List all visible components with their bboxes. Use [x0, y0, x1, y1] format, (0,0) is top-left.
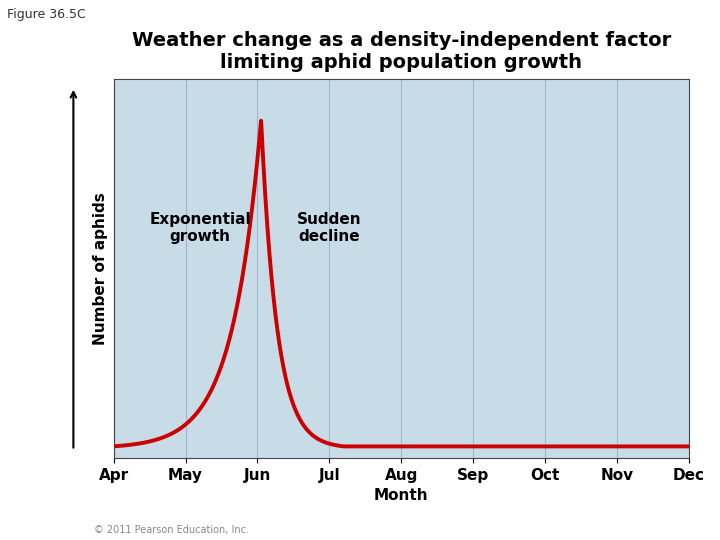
Text: © 2011 Pearson Education, Inc.: © 2011 Pearson Education, Inc. — [94, 524, 248, 535]
Title: Weather change as a density-independent factor
limiting aphid population growth: Weather change as a density-independent … — [132, 31, 671, 72]
Text: Sudden
decline: Sudden decline — [297, 212, 361, 244]
X-axis label: Month: Month — [374, 488, 428, 503]
Text: Figure 36.5C: Figure 36.5C — [7, 8, 86, 21]
Text: Exponential
growth: Exponential growth — [149, 212, 251, 244]
Y-axis label: Number of aphids: Number of aphids — [93, 192, 108, 345]
